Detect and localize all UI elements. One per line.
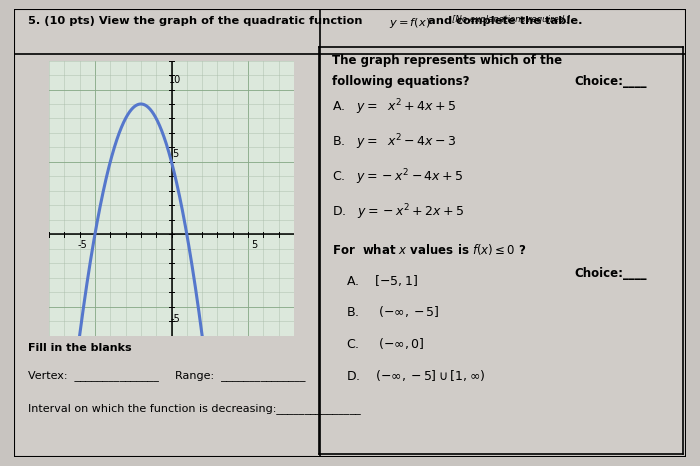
Text: -5: -5 [78,240,88,250]
Text: C.     $(-\infty, 0]$: C. $(-\infty, 0]$ [346,336,425,351]
Text: following equations?: following equations? [332,75,470,88]
Text: -5: -5 [171,314,180,324]
Text: D.    $(-\infty, -5] \cup [1, \infty)$: D. $(-\infty, -5] \cup [1, \infty)$ [346,368,486,383]
Text: A.   $y =\ \ x^2 + 4x + 5$: A. $y =\ \ x^2 + 4x + 5$ [332,98,456,117]
Text: B.     $(-\infty, -5]$: B. $(-\infty, -5]$ [346,304,440,319]
Text: Choice:____: Choice:____ [574,75,647,88]
Text: Range:  _______________: Range: _______________ [175,370,305,381]
Text: $y = f(x)$: $y = f(x)$ [389,16,430,30]
Text: A.    $[-5, 1]$: A. $[-5, 1]$ [346,273,419,288]
Text: and complete the table.: and complete the table. [424,16,582,26]
Text: C.   $y = -x^2 - 4x + 5$: C. $y = -x^2 - 4x + 5$ [332,168,464,187]
Text: D.   $y = -x^2 + 2x + 5$: D. $y = -x^2 + 2x + 5$ [332,203,465,222]
Text: B.   $y =\ \ x^2 - 4x - 3$: B. $y =\ \ x^2 - 4x - 3$ [332,133,456,152]
Text: Fill in the blanks: Fill in the blanks [28,343,132,352]
Text: Choice:____: Choice:____ [574,267,647,280]
Text: Interval on which the function is decreasing:_______________: Interval on which the function is decrea… [28,403,360,414]
Text: The graph represents which of the: The graph represents which of the [332,54,563,67]
Text: Vertex:  _______________: Vertex: _______________ [28,370,159,381]
Text: 5: 5 [172,149,178,159]
Text: For  what $x$ values is $f(x) \leq 0$ ?: For what $x$ values is $f(x) \leq 0$ ? [332,242,527,257]
Text: 5. (10 pts) View the graph of the quadratic function: 5. (10 pts) View the graph of the quadra… [28,16,367,26]
Text: 5: 5 [251,240,258,250]
Text: [No explanations required.]: [No explanations required.] [452,15,570,24]
Text: 10: 10 [169,75,181,85]
